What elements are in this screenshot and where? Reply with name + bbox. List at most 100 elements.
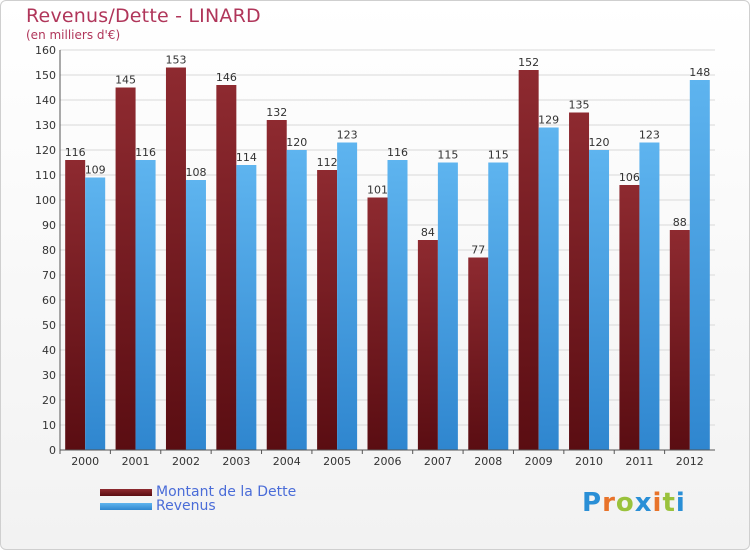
bar-revenus xyxy=(337,142,358,450)
bar-revenus xyxy=(437,162,458,450)
y-tick-label: 160 xyxy=(35,44,56,57)
data-label-dette: 135 xyxy=(569,99,590,112)
data-labels: 116 109 145 116 153 108 146 114 132 120 112 123 101 1… xyxy=(65,54,711,257)
logo-letter: o xyxy=(615,488,635,518)
data-label-revenus: 115 xyxy=(488,149,509,162)
axes: 0 10 20 30 40 50 60 70 80 90 100 110 120 130 140 150 160… xyxy=(35,44,715,468)
y-tick-label: 90 xyxy=(42,219,56,232)
x-tick-label: 2011 xyxy=(625,455,653,468)
y-tick-label: 110 xyxy=(35,169,56,182)
x-tick-label: 2002 xyxy=(172,455,200,468)
legend-swatch-dette xyxy=(100,489,152,496)
data-label-revenus: 120 xyxy=(589,136,610,149)
bar-dette xyxy=(115,87,136,450)
bar-revenus xyxy=(689,80,710,450)
logo-letter: i xyxy=(652,488,663,518)
bar-dette xyxy=(468,257,489,450)
y-tick-label: 140 xyxy=(35,94,56,107)
data-label-dette: 152 xyxy=(518,56,539,69)
data-label-dette: 84 xyxy=(421,226,435,239)
data-label-revenus: 116 xyxy=(387,146,408,159)
bar-revenus xyxy=(639,142,660,450)
logo-letter: P xyxy=(582,488,603,518)
proxiti-logo: Proxiti xyxy=(582,488,686,518)
x-tick-label: 2003 xyxy=(222,455,250,468)
y-tick-label: 150 xyxy=(35,69,56,82)
y-tick-label: 20 xyxy=(42,394,56,407)
bar-revenus xyxy=(387,160,408,450)
data-label-dette: 77 xyxy=(471,244,485,257)
bar-dette xyxy=(569,112,590,450)
x-tick-label: 2010 xyxy=(575,455,603,468)
bar-revenus xyxy=(135,160,156,450)
bar-dette xyxy=(518,70,539,450)
data-label-revenus: 108 xyxy=(185,166,206,179)
y-tick-label: 10 xyxy=(42,419,56,432)
data-label-revenus: 120 xyxy=(286,136,307,149)
bar-revenus xyxy=(85,177,106,450)
x-tick-label: 2004 xyxy=(273,455,301,468)
data-label-revenus: 123 xyxy=(639,129,660,142)
x-tick-label: 2012 xyxy=(676,455,704,468)
data-label-revenus: 115 xyxy=(437,149,458,162)
data-label-revenus: 129 xyxy=(538,114,559,127)
bar-dette xyxy=(266,120,287,450)
x-tick-label: 2009 xyxy=(525,455,553,468)
y-tick-label: 30 xyxy=(42,369,56,382)
data-label-dette: 101 xyxy=(367,184,388,197)
x-tick-label: 2006 xyxy=(374,455,402,468)
y-tick-label: 70 xyxy=(42,269,56,282)
logo-letter: t xyxy=(662,488,676,518)
data-label-revenus: 109 xyxy=(85,164,106,177)
bar-dette xyxy=(669,230,690,450)
bar-revenus xyxy=(286,150,307,450)
data-label-revenus: 123 xyxy=(337,129,358,142)
x-tick-label: 2000 xyxy=(71,455,99,468)
bar-dette xyxy=(165,67,186,450)
data-label-revenus: 114 xyxy=(236,151,257,164)
bar-dette xyxy=(216,85,237,450)
chart-subtitle: (en milliers d'€) xyxy=(26,28,121,42)
chart-title: Revenus/Dette - LINARD xyxy=(26,5,261,27)
bar-dette xyxy=(367,197,388,450)
data-label-dette: 146 xyxy=(216,71,237,84)
bars xyxy=(65,67,710,450)
bar-dette xyxy=(619,185,640,450)
legend-label-revenus: Revenus xyxy=(156,498,216,514)
bar-revenus xyxy=(488,162,509,450)
data-label-dette: 132 xyxy=(266,106,287,119)
logo-letter: x xyxy=(634,488,653,518)
y-tick-label: 60 xyxy=(42,294,56,307)
y-tick-label: 0 xyxy=(49,444,56,457)
logo-letter: i xyxy=(675,488,686,518)
bar-revenus xyxy=(185,180,206,450)
bar-dette xyxy=(317,170,338,450)
logo-letter: r xyxy=(602,488,616,518)
x-tick-label: 2001 xyxy=(122,455,150,468)
legend-swatch-revenus xyxy=(100,503,152,510)
y-tick-label: 40 xyxy=(42,344,56,357)
data-label-dette: 88 xyxy=(673,216,687,229)
x-tick-label: 2007 xyxy=(424,455,452,468)
data-label-dette: 145 xyxy=(115,74,136,87)
x-tick-label: 2008 xyxy=(474,455,502,468)
data-label-dette: 116 xyxy=(65,146,86,159)
bar-dette xyxy=(417,240,438,450)
bar-dette xyxy=(65,160,86,450)
y-tick-label: 100 xyxy=(35,194,56,207)
data-label-revenus: 116 xyxy=(135,146,156,159)
y-tick-label: 130 xyxy=(35,119,56,132)
y-tick-label: 80 xyxy=(42,244,56,257)
data-label-dette: 153 xyxy=(165,54,186,67)
y-tick-label: 50 xyxy=(42,319,56,332)
data-label-dette: 112 xyxy=(317,156,338,169)
y-tick-label: 120 xyxy=(35,144,56,157)
bar-revenus xyxy=(236,165,257,450)
bar-revenus xyxy=(589,150,610,450)
x-tick-label: 2005 xyxy=(323,455,351,468)
data-label-dette: 106 xyxy=(619,171,640,184)
legend-label-dette: Montant de la Dette xyxy=(156,484,297,500)
data-label-revenus: 148 xyxy=(689,66,710,79)
bar-revenus xyxy=(538,127,559,450)
